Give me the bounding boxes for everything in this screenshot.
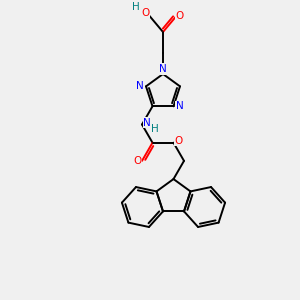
Text: N: N <box>176 101 183 111</box>
Text: O: O <box>133 156 141 166</box>
Text: O: O <box>176 11 184 21</box>
Text: O: O <box>141 8 150 18</box>
Text: O: O <box>174 136 183 146</box>
Text: H: H <box>151 124 159 134</box>
Text: H: H <box>132 2 140 12</box>
Text: N: N <box>143 118 151 128</box>
Text: N: N <box>136 81 144 91</box>
Text: N: N <box>159 64 167 74</box>
